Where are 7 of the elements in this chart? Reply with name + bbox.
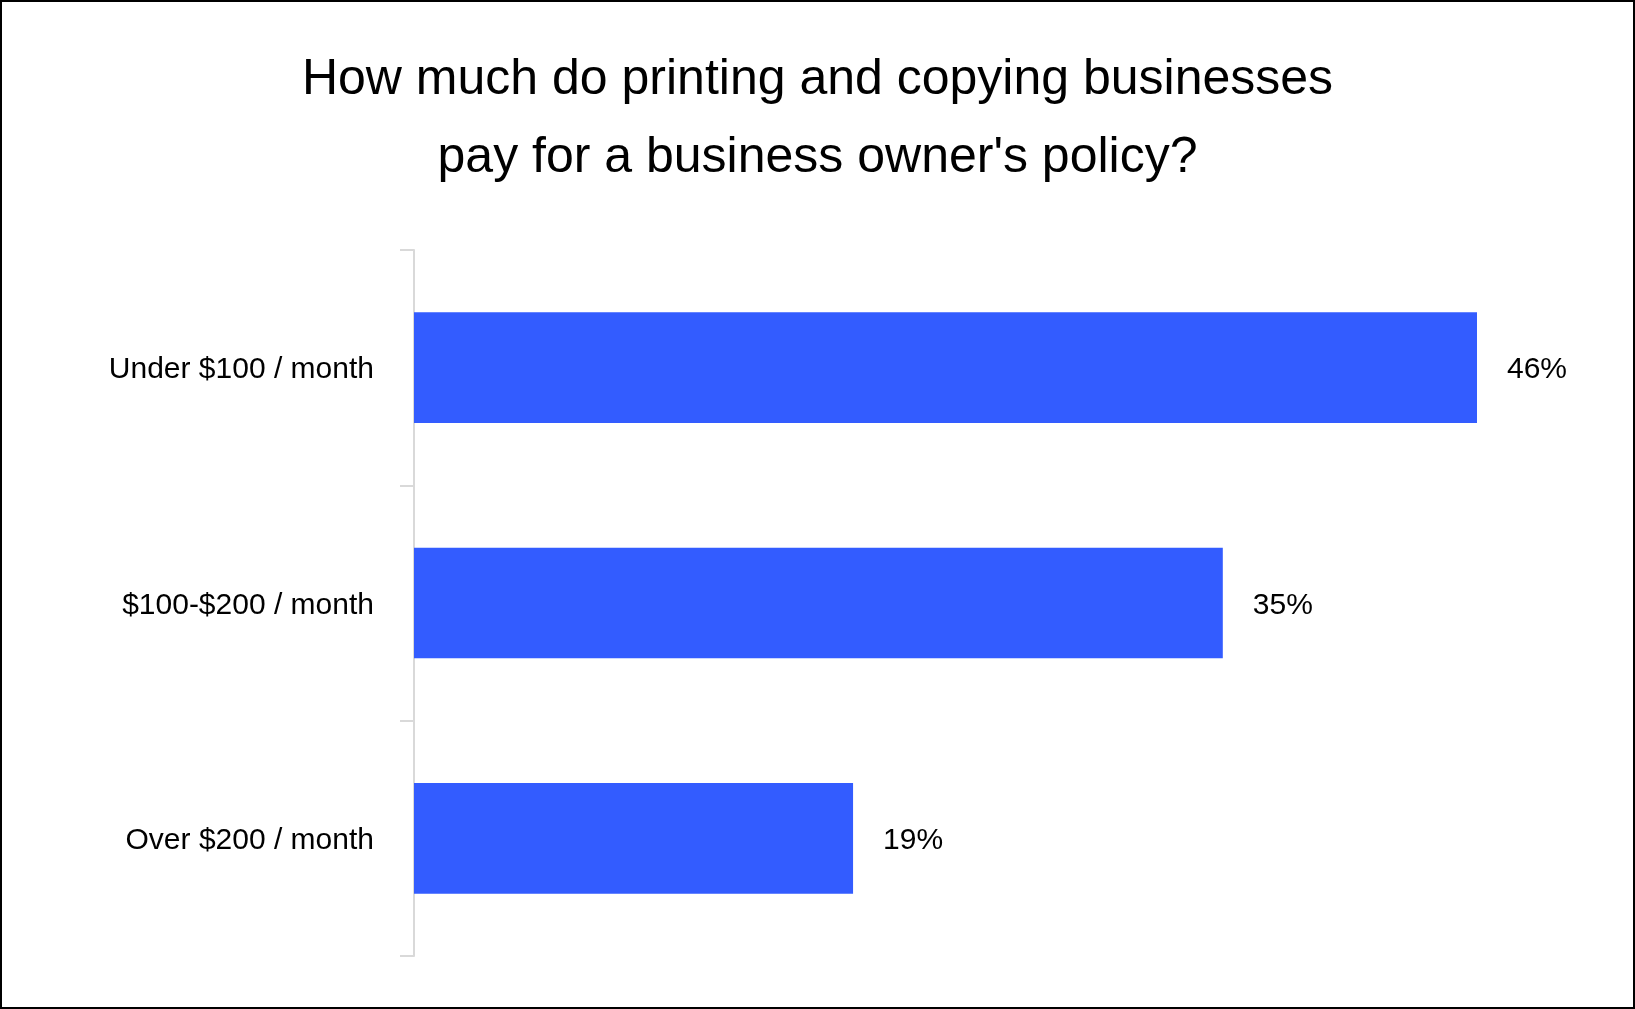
y-tick-label: $100-$200 / month <box>122 586 374 620</box>
chart-title: How much do printing and copying businesses pay for a business owner's policy? <box>300 48 1335 185</box>
y-tick-label: Over $200 / month <box>125 821 374 855</box>
data-label: 35% <box>1252 586 1313 620</box>
data-label: 19% <box>883 821 944 855</box>
y-tick-label: Under $100 / month <box>108 351 374 385</box>
data-label: 46% <box>1507 351 1568 385</box>
